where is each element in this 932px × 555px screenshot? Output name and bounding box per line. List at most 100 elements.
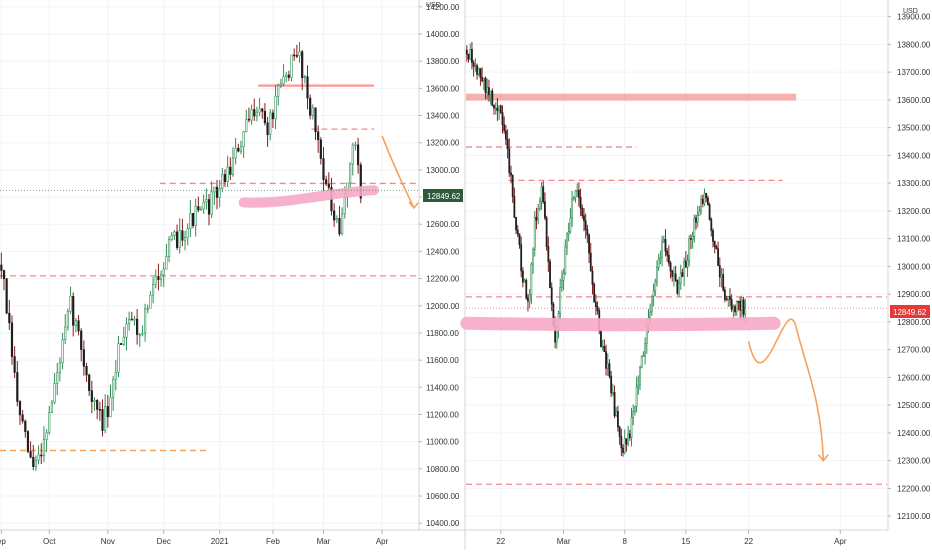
candle[interactable] — [566, 232, 568, 256]
candle[interactable] — [175, 224, 179, 251]
candle[interactable] — [141, 325, 144, 337]
candle[interactable] — [218, 179, 221, 208]
candle[interactable] — [491, 88, 494, 107]
candle[interactable] — [165, 243, 168, 270]
candle[interactable] — [101, 399, 104, 437]
candle[interactable] — [90, 380, 93, 414]
candle[interactable] — [740, 295, 743, 318]
candle[interactable] — [588, 233, 590, 263]
candle[interactable] — [671, 269, 674, 282]
candle[interactable] — [146, 304, 149, 314]
candle[interactable] — [610, 370, 613, 398]
candle[interactable] — [696, 205, 699, 228]
candle[interactable] — [128, 311, 131, 331]
candle[interactable] — [533, 211, 536, 257]
candle[interactable] — [50, 399, 54, 413]
candle[interactable] — [173, 230, 176, 240]
candle[interactable] — [703, 188, 706, 207]
candle[interactable] — [504, 125, 507, 146]
candle[interactable] — [511, 174, 514, 203]
candle[interactable] — [80, 328, 83, 362]
candle[interactable] — [494, 102, 497, 115]
candle[interactable] — [734, 304, 736, 317]
candle[interactable] — [600, 329, 602, 348]
candle[interactable] — [710, 217, 713, 237]
candle[interactable] — [527, 294, 529, 312]
candle[interactable] — [290, 54, 293, 82]
candle[interactable] — [274, 84, 277, 130]
candle[interactable] — [712, 228, 714, 248]
candle[interactable] — [157, 263, 160, 291]
candle[interactable] — [194, 198, 197, 237]
candle[interactable] — [279, 78, 282, 89]
candle[interactable] — [577, 182, 580, 207]
candle[interactable] — [725, 295, 728, 301]
candle[interactable] — [484, 76, 487, 100]
candle[interactable] — [159, 270, 163, 287]
candle[interactable] — [644, 337, 646, 365]
candle[interactable] — [309, 94, 312, 120]
candle[interactable] — [271, 109, 274, 128]
candle[interactable] — [611, 383, 614, 396]
candle[interactable] — [732, 304, 735, 318]
candle[interactable] — [133, 315, 136, 326]
candle[interactable] — [572, 195, 575, 201]
candle[interactable] — [501, 105, 504, 134]
candle[interactable] — [242, 130, 245, 158]
candle[interactable] — [627, 425, 630, 447]
candle[interactable] — [341, 207, 344, 236]
candle[interactable] — [650, 295, 653, 316]
candle[interactable] — [223, 169, 227, 187]
right-chart-panel[interactable] — [460, 0, 887, 530]
candle[interactable] — [700, 194, 703, 215]
candle[interactable] — [26, 430, 30, 454]
candle[interactable] — [574, 190, 577, 203]
candle[interactable] — [532, 247, 534, 275]
candle[interactable] — [523, 278, 526, 283]
candle[interactable] — [520, 236, 523, 278]
candle[interactable] — [567, 222, 570, 242]
candle[interactable] — [117, 335, 120, 378]
candle[interactable] — [584, 213, 587, 239]
candle[interactable] — [618, 425, 621, 445]
candle[interactable] — [469, 43, 472, 61]
candle[interactable] — [606, 353, 609, 376]
candle[interactable] — [58, 357, 62, 382]
candle[interactable] — [622, 444, 624, 457]
candle[interactable] — [29, 441, 32, 459]
candle[interactable] — [535, 207, 538, 230]
candle[interactable] — [678, 276, 680, 297]
candle[interactable] — [472, 60, 475, 77]
candle[interactable] — [613, 385, 616, 419]
candle[interactable] — [303, 74, 306, 84]
candle[interactable] — [261, 107, 264, 119]
candle[interactable] — [581, 204, 584, 219]
candle[interactable] — [656, 260, 658, 287]
candle[interactable] — [74, 317, 77, 333]
candle[interactable] — [269, 109, 272, 141]
candle[interactable] — [525, 278, 528, 300]
candle[interactable] — [708, 202, 711, 221]
candle[interactable] — [56, 362, 59, 396]
candle[interactable] — [66, 308, 69, 331]
candle[interactable] — [691, 231, 694, 249]
candle[interactable] — [642, 351, 645, 357]
candle[interactable] — [295, 44, 298, 59]
candle[interactable] — [122, 326, 125, 346]
candle[interactable] — [640, 355, 643, 369]
candle[interactable] — [325, 175, 328, 187]
candle[interactable] — [301, 49, 304, 91]
candle[interactable] — [605, 344, 607, 376]
candle[interactable] — [130, 311, 133, 321]
candle[interactable] — [213, 186, 216, 206]
candle[interactable] — [674, 265, 677, 282]
candle[interactable] — [322, 146, 325, 192]
right-price-axis[interactable]: USD 12100.00 12200.00 12300.00 12400.00 1250… — [887, 0, 931, 530]
candle[interactable] — [688, 235, 691, 267]
candle[interactable] — [498, 105, 501, 120]
candle[interactable] — [479, 68, 482, 86]
candle[interactable] — [707, 195, 709, 206]
left-price-axis[interactable]: USD 10400.00 10600.00 10800.00 11000.00 1120… — [418, 0, 463, 530]
candle[interactable] — [608, 359, 611, 379]
